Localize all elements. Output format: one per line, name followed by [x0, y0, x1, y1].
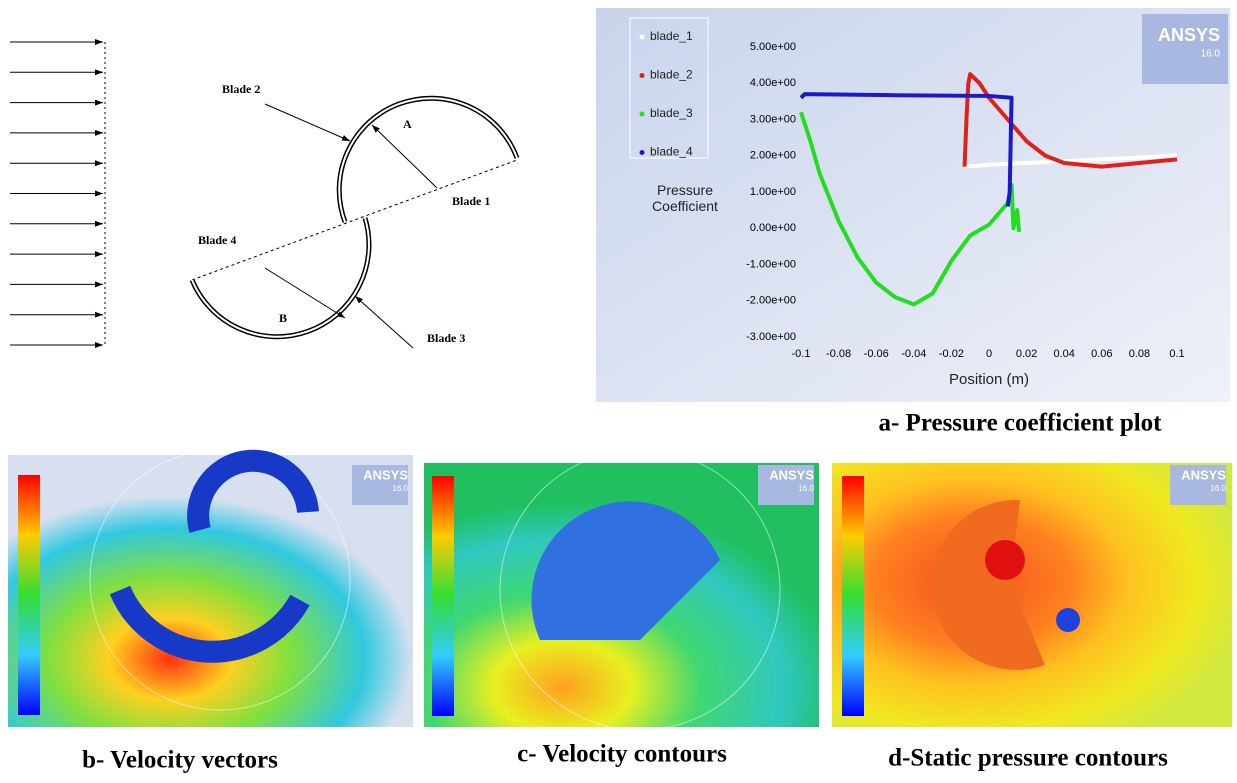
- blade-label: Blade 3: [427, 331, 465, 345]
- blade-label: Blade 1: [452, 194, 490, 208]
- static-pressure-image: [832, 463, 1232, 727]
- legend-marker: [640, 150, 645, 155]
- y-tick-label: -1.00e+00: [746, 258, 796, 270]
- y-tick-label: 2.00e+00: [750, 150, 796, 162]
- y-tick-label: -3.00e+00: [746, 331, 796, 343]
- caption: a- Pressure coefficient plot: [878, 410, 1162, 437]
- logo: ANSYS: [769, 467, 814, 482]
- y-tick-label: 0.00e+00: [750, 222, 796, 234]
- x-axis-title: Position (m): [949, 371, 1029, 388]
- caption: c- Velocity contours: [517, 741, 727, 768]
- blade-label: Blade 2: [222, 82, 260, 96]
- y-tick-label: 5.00e+00: [750, 41, 796, 53]
- y-tick-label: 1.00e+00: [750, 186, 796, 198]
- logo-version: 16.0: [1201, 49, 1221, 60]
- point-label: A: [403, 117, 412, 131]
- y-tick-label: 3.00e+00: [750, 113, 796, 125]
- point-label: B: [279, 311, 287, 325]
- logo-version: 16.0: [392, 484, 408, 493]
- velocity-vectors-image: [8, 450, 413, 727]
- caption: d-Static pressure contours: [888, 745, 1168, 772]
- x-tick-label: -0.08: [826, 348, 851, 360]
- logo-version: 16.0: [1210, 484, 1226, 493]
- blade-label: Blade 4: [198, 233, 236, 247]
- logo: ANSYS: [1181, 467, 1226, 482]
- x-tick-label: 0.08: [1129, 348, 1150, 360]
- x-tick-label: 0.04: [1053, 348, 1074, 360]
- x-tick-label: -0.04: [901, 348, 926, 360]
- legend-marker: [640, 35, 645, 40]
- legend-label: blade_1: [650, 29, 693, 43]
- logo-version: 16.0: [798, 484, 814, 493]
- caption: b- Velocity vectors: [82, 747, 278, 774]
- y-tick-label: 4.00e+00: [750, 77, 796, 89]
- logo: ANSYS: [363, 467, 408, 482]
- x-tick-label: -0.1: [792, 348, 811, 360]
- logo: ANSYS: [1158, 25, 1220, 45]
- legend-marker: [640, 73, 645, 78]
- x-tick-label: 0: [986, 348, 992, 360]
- legend-label: blade_4: [650, 145, 693, 159]
- legend-label: blade_3: [650, 106, 693, 120]
- legend-marker: [640, 112, 645, 117]
- x-tick-label: -0.06: [864, 348, 889, 360]
- x-tick-label: 0.1: [1169, 348, 1184, 360]
- y-tick-label: -2.00e+00: [746, 295, 796, 307]
- y-axis-title: Pressure Coefficient: [640, 182, 730, 214]
- x-tick-label: 0.06: [1091, 348, 1112, 360]
- diagram: Blade 2 A Blade 1 Blade 4 B Blade 3: [10, 42, 517, 348]
- page: Blade 2 A Blade 1 Blade 4 B Blade 3 ANSY…: [0, 0, 1237, 778]
- legend-label: blade_2: [650, 68, 693, 82]
- x-tick-label: 0.02: [1016, 348, 1037, 360]
- velocity-contours-image: [424, 450, 819, 730]
- x-tick-label: -0.02: [939, 348, 964, 360]
- figure: Blade 2 A Blade 1 Blade 4 B Blade 3 ANSY…: [0, 0, 1237, 778]
